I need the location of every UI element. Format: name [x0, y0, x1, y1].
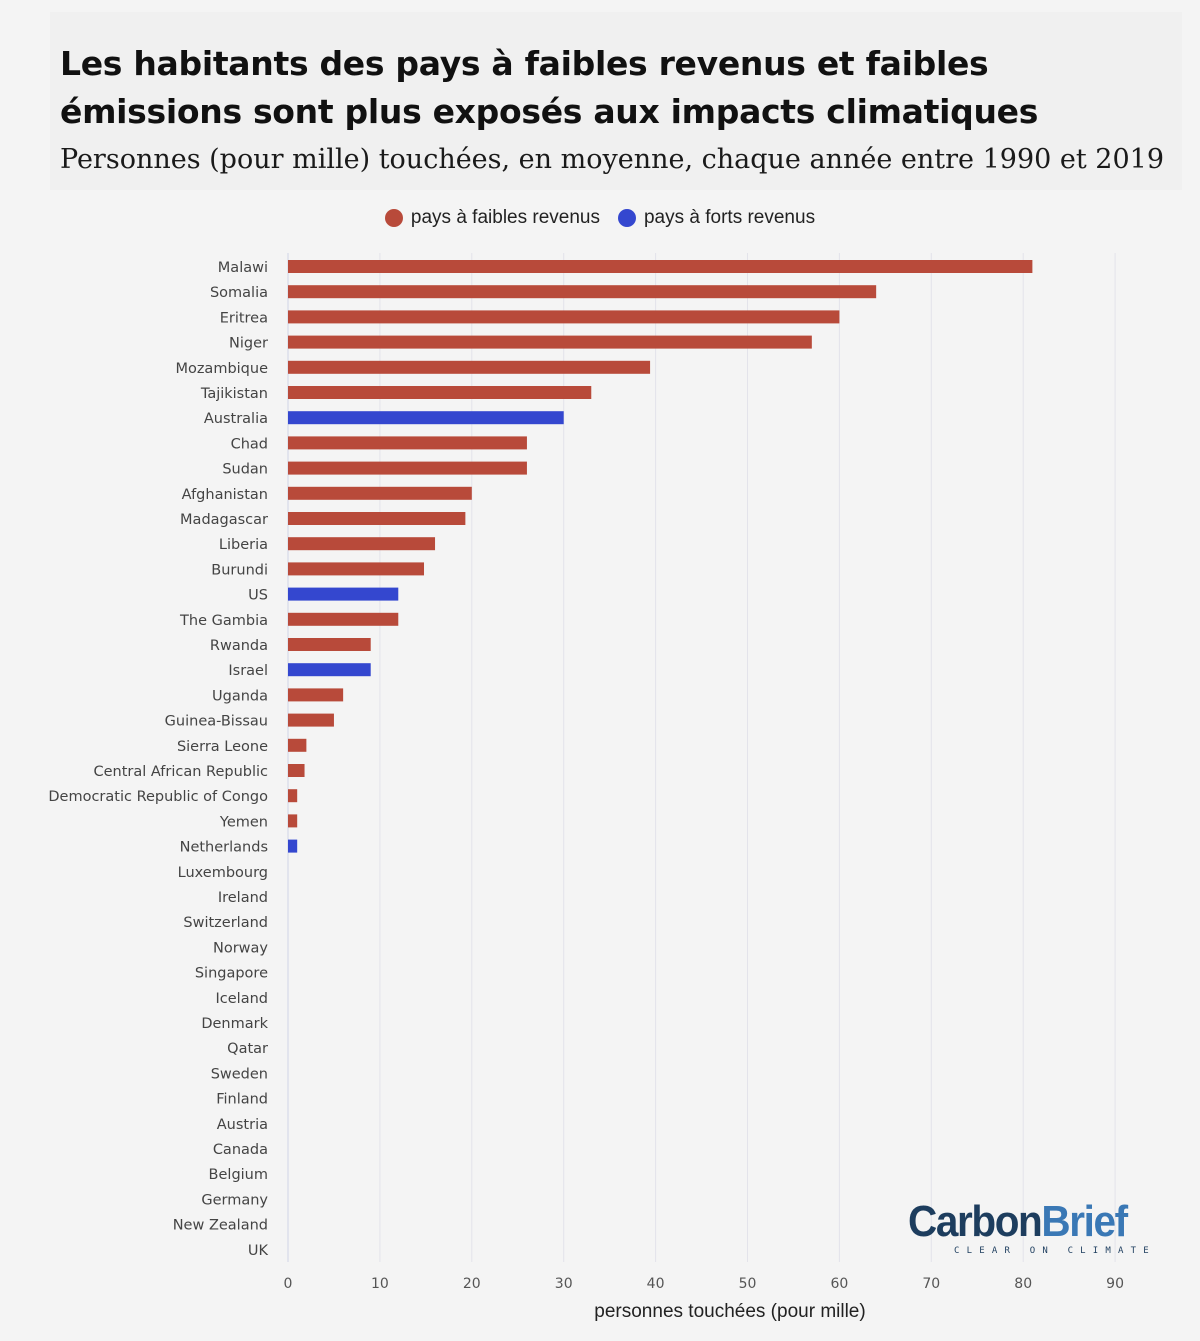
bar — [288, 461, 527, 475]
category-label: Mozambique — [175, 361, 268, 377]
legend-label-low-income: pays à faibles revenus — [410, 207, 600, 228]
logo-brief-text: Brief — [1041, 1197, 1128, 1246]
x-axis-label: personnes touchées (pour mille) — [594, 1301, 865, 1322]
bar — [288, 512, 466, 525]
category-label: Singapore — [195, 966, 268, 982]
category-label: US — [248, 588, 268, 604]
bar — [288, 411, 564, 425]
category-label: Burundi — [211, 562, 268, 578]
category-label: Niger — [229, 336, 268, 352]
x-tick-label: 50 — [739, 1276, 757, 1292]
category-label: Sierra Leone — [177, 739, 268, 755]
x-tick-label: 0 — [284, 1276, 293, 1292]
legend-label-high-income: pays à forts revenus — [643, 207, 816, 228]
bar — [288, 612, 399, 626]
bar — [288, 562, 425, 576]
bar — [288, 360, 651, 374]
bar — [288, 260, 1033, 273]
category-label: Liberia — [219, 537, 268, 553]
category-label: Sweden — [211, 1066, 268, 1082]
bar — [288, 764, 305, 777]
category-label: Chad — [231, 436, 268, 452]
x-tick-label: 30 — [555, 1276, 573, 1292]
bar — [288, 386, 592, 399]
category-label: Switzerland — [183, 915, 268, 931]
x-tick-label: 20 — [463, 1276, 481, 1292]
category-label: Australia — [204, 411, 268, 427]
category-label: Denmark — [201, 1016, 268, 1032]
bar — [288, 537, 436, 551]
category-label: Central African Republic — [93, 764, 268, 780]
bar — [288, 486, 472, 500]
category-label: Austria — [217, 1117, 268, 1133]
category-label: Ireland — [218, 890, 268, 906]
category-label: Tajikistan — [200, 386, 268, 402]
bar — [288, 285, 877, 299]
x-tick-label: 80 — [1014, 1276, 1032, 1292]
chart-subtitle: Personnes (pour mille) touchées, en moye… — [60, 144, 1165, 175]
category-label: Belgium — [209, 1167, 268, 1183]
bar — [288, 738, 307, 752]
x-tick-label: 60 — [830, 1276, 848, 1292]
category-label: Yemen — [219, 814, 268, 830]
bar — [288, 310, 840, 324]
carbonbrief-logo: CarbonBrief CLEAR ON CLIMATE — [908, 1197, 1156, 1260]
x-tick-label: 40 — [647, 1276, 665, 1292]
category-label: Malawi — [218, 260, 268, 276]
category-label: Israel — [228, 663, 268, 679]
category-label: Rwanda — [210, 638, 268, 654]
legend: pays à faibles revenus pays à forts reve… — [0, 203, 1200, 233]
category-label: Somalia — [210, 285, 268, 301]
category-label: Guinea-Bissau — [165, 714, 268, 730]
category-label: Netherlands — [180, 840, 268, 856]
category-label: Norway — [213, 940, 268, 956]
category-label: New Zealand — [173, 1218, 268, 1234]
category-label: Germany — [201, 1192, 268, 1208]
bar — [288, 688, 344, 702]
legend-item-high-income: pays à forts revenus — [617, 207, 816, 229]
header-panel — [50, 12, 1182, 190]
bar — [288, 663, 371, 677]
x-tick-label: 90 — [1106, 1276, 1124, 1292]
bar — [288, 789, 298, 803]
bar — [288, 436, 527, 450]
bar — [288, 587, 399, 601]
bar — [288, 814, 298, 828]
category-label: Afghanistan — [182, 487, 268, 503]
category-label: The Gambia — [179, 613, 268, 629]
logo-carbon-text: Carbon — [908, 1197, 1043, 1246]
legend-swatch-high-income — [617, 209, 636, 227]
bar — [288, 335, 812, 349]
category-label: UK — [248, 1243, 269, 1259]
category-label: Iceland — [216, 991, 268, 1007]
legend-item-low-income: pays à faibles revenus — [384, 207, 600, 229]
logo-tagline: CLEAR ON CLIMATE — [954, 1246, 1156, 1256]
category-label: Canada — [213, 1142, 268, 1158]
legend-swatch-low-income — [384, 209, 403, 227]
bar — [288, 638, 371, 651]
category-label: Uganda — [212, 688, 268, 704]
bar — [288, 713, 334, 727]
category-label: Finland — [216, 1092, 268, 1108]
category-label: Democratic Republic of Congo — [48, 789, 268, 805]
category-label: Luxembourg — [178, 865, 268, 881]
x-tick-label: 70 — [922, 1276, 940, 1292]
category-label: Qatar — [227, 1041, 268, 1057]
bar — [288, 839, 298, 853]
chart-title: Les habitants des pays à faibles revenus… — [60, 44, 1039, 131]
category-label: Madagascar — [180, 512, 268, 528]
x-tick-label: 10 — [371, 1276, 389, 1292]
category-label: Eritrea — [220, 310, 268, 326]
category-label: Sudan — [222, 462, 268, 478]
